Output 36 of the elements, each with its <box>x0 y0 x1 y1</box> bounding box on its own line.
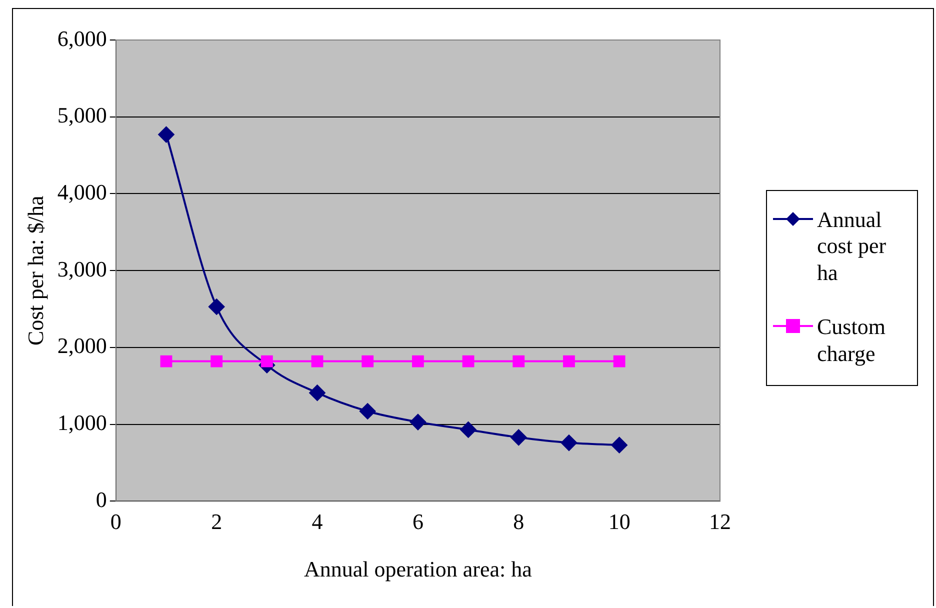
x-tick-label: 10 <box>608 509 630 534</box>
point <box>309 384 326 401</box>
point <box>462 355 474 368</box>
point <box>360 403 376 420</box>
y-tick-label: 2,000 <box>57 333 107 358</box>
y-tick-label: 1,000 <box>57 410 107 436</box>
point <box>560 434 577 451</box>
y-tick-label: 6,000 <box>57 26 107 51</box>
y-tick-label: 3,000 <box>57 256 107 282</box>
point <box>160 355 172 368</box>
point <box>362 355 374 368</box>
point <box>563 355 575 368</box>
y-tick-label: 0 <box>96 486 107 512</box>
x-tick-label: 8 <box>513 509 524 534</box>
point <box>510 429 527 446</box>
point <box>512 355 525 368</box>
point <box>410 414 426 430</box>
y-tick-label: 5,000 <box>57 102 107 128</box>
point <box>611 437 628 454</box>
y-axis-title: Cost per ha: $/ha <box>22 196 48 346</box>
x-axis-title: Annual operation area: ha <box>304 556 532 582</box>
x-tick-label: 2 <box>211 509 222 534</box>
x-tick-label: 12 <box>709 509 731 534</box>
point <box>412 355 424 368</box>
legend-label: Custom charge <box>817 314 886 367</box>
point <box>158 126 174 143</box>
point <box>311 355 324 368</box>
point <box>260 355 273 368</box>
point <box>460 422 476 438</box>
x-tick-label: 4 <box>312 509 323 534</box>
point <box>613 355 626 368</box>
point <box>208 298 225 315</box>
y-tick-label: 4,000 <box>57 180 107 205</box>
legend-label: Annual cost per ha <box>817 207 888 286</box>
point <box>210 355 223 368</box>
x-tick-label: 6 <box>412 509 424 534</box>
